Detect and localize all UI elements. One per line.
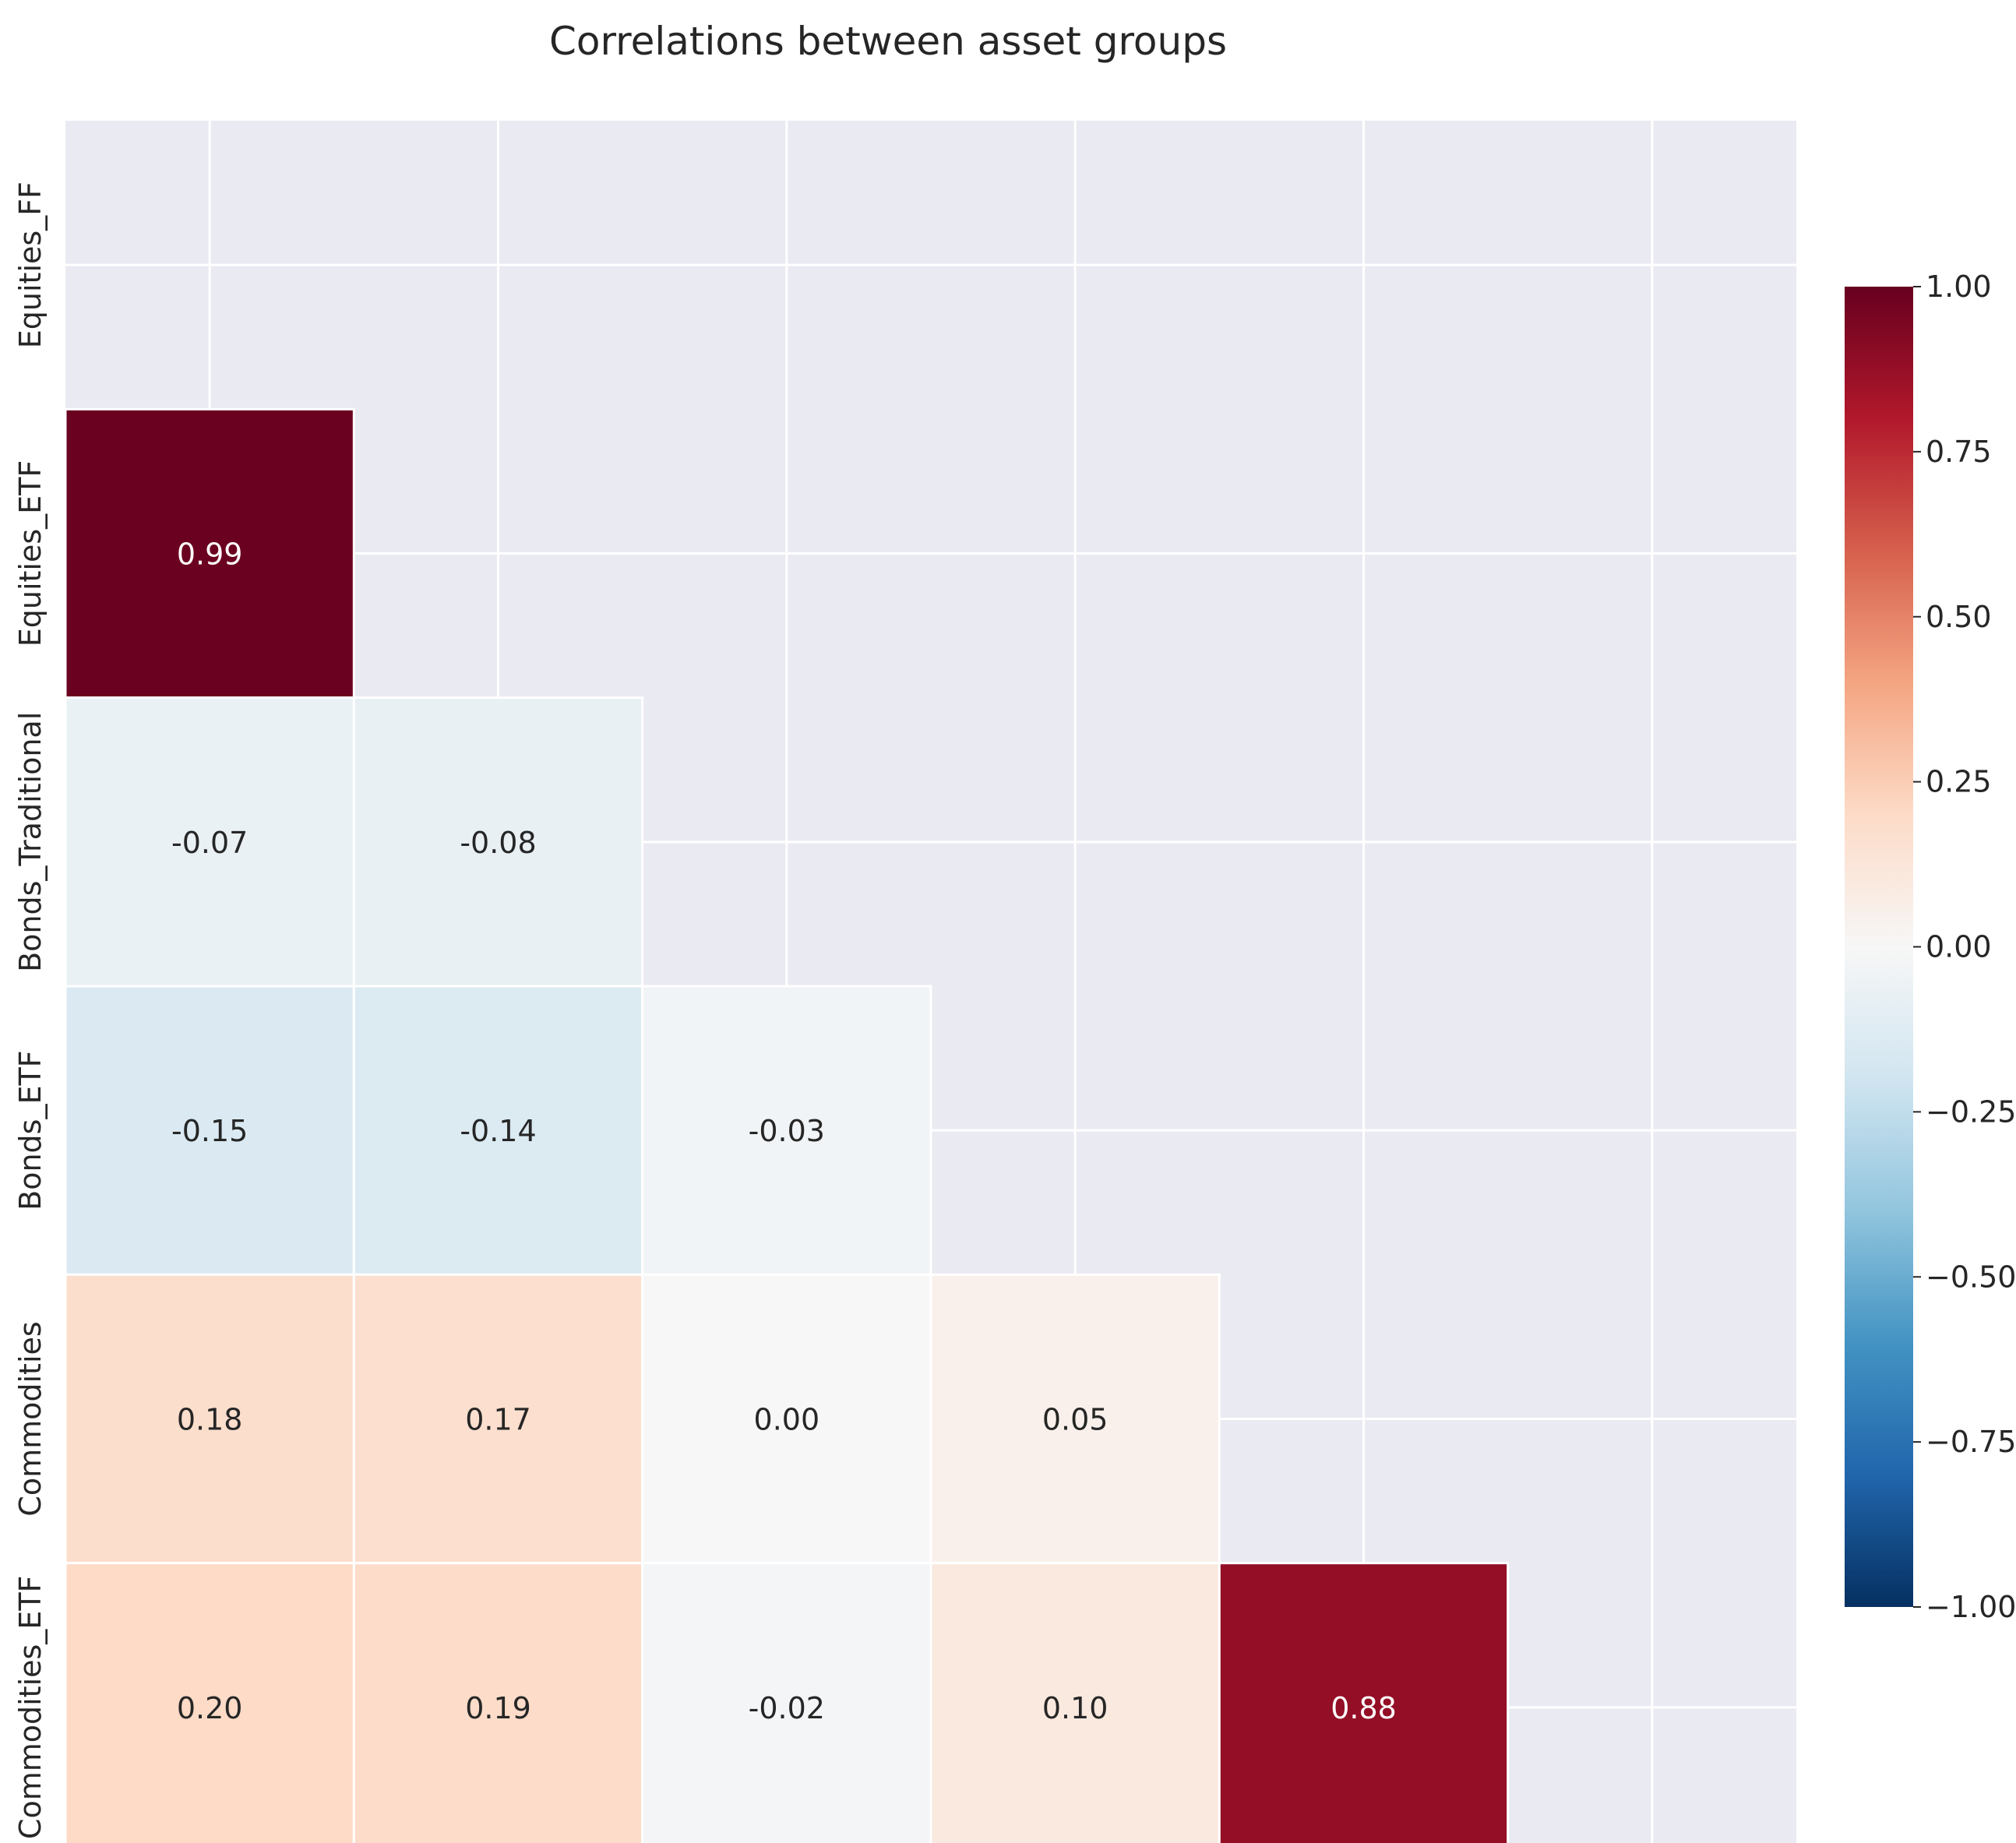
colorbar-gradient [1845,287,1913,1607]
colorbar-tick-label: 0.00 [1926,930,1992,964]
cell-value-label: -0.02 [749,1691,825,1725]
y-tick-label: Equities_FF [13,181,48,348]
colorbar-tick-label: −0.50 [1926,1260,2016,1294]
heatmap-cell-Commodities_ETF-Bonds_Traditional [641,1562,932,1843]
heatmap-cell-Commodities-Bonds_Traditional [641,1273,932,1565]
heatmap-cell-Bonds_ETF-Equities_FF [64,985,355,1276]
cell-value-label: 0.20 [177,1691,243,1725]
heatmap-cell-Commodities-Equities_FF [64,1273,355,1565]
heatmap-cell-Bonds_Traditional-Equities_ETF [352,696,644,988]
cell-value-label: 0.99 [177,537,243,572]
y-tick-label: Bonds_ETF [13,1050,48,1210]
y-tick-label: Equities_ETF [13,460,48,647]
cell-value-label: -0.07 [171,826,248,860]
cell-value-label: 0.10 [1042,1691,1108,1725]
y-tick-label: Bonds_Traditional [13,712,48,972]
cell-value-label: -0.15 [171,1114,248,1148]
colorbar: 1.00 0.75 0.50 0.25 0.00 −0.25 −0.50 −0.75 −1.00 [1845,270,2016,1624]
cell-value-label: 0.19 [465,1691,531,1725]
heatmap-cell-Commodities-Bonds_ETF [929,1273,1221,1565]
cell-value-label: 0.18 [177,1403,243,1437]
cell-value-label: -0.03 [749,1114,825,1148]
heatmap-cells: 0.99 -0.07 -0.08 -0.15 -0.14 -0.03 0.18 0.17 0.0… [64,407,1510,1843]
heatmap-cell-Bonds_ETF-Bonds_Traditional [641,985,932,1276]
cell-value-label: 0.17 [465,1403,531,1437]
colorbar-tick-label: 1.00 [1926,270,1992,304]
cell-value-label: -0.14 [460,1114,536,1148]
heatmap-cell-Bonds_ETF-Equities_ETF [352,985,644,1276]
y-tick-labels: Equities_FF Equities_ETF Bonds_Traditional… [13,181,48,1839]
colorbar-tick-label: 0.75 [1926,435,1992,469]
colorbar-tick-label: −0.75 [1926,1425,2016,1459]
colorbar-tick-label: 0.50 [1926,600,1992,634]
chart-title: Correlations between asset groups [549,19,1227,64]
cell-value-label: 0.88 [1330,1691,1397,1725]
heatmap-cell-Commodities_ETF-Bonds_ETF [929,1562,1221,1843]
colorbar-tick-label: −1.00 [1926,1590,2016,1624]
heatmap-cell-Bonds_Traditional-Equities_FF [64,696,355,988]
heatmap-cell-Equities_ETF-Equities_FF [64,407,355,699]
colorbar-tick-label: 0.25 [1926,765,1992,799]
heatmap-cell-Commodities_ETF-Commodities [1218,1562,1510,1843]
y-tick-label: Commodities_ETF [13,1576,48,1839]
colorbar-tick-label: −0.25 [1926,1094,2016,1129]
heatmap-cell-Commodities-Equities_ETF [352,1273,644,1565]
cell-value-label: 0.00 [754,1403,820,1437]
cell-value-label: 0.05 [1042,1403,1108,1437]
cell-value-label: -0.08 [460,826,536,860]
y-tick-label: Commodities [13,1321,48,1516]
heatmap-cell-Commodities_ETF-Equities_ETF [352,1562,644,1843]
